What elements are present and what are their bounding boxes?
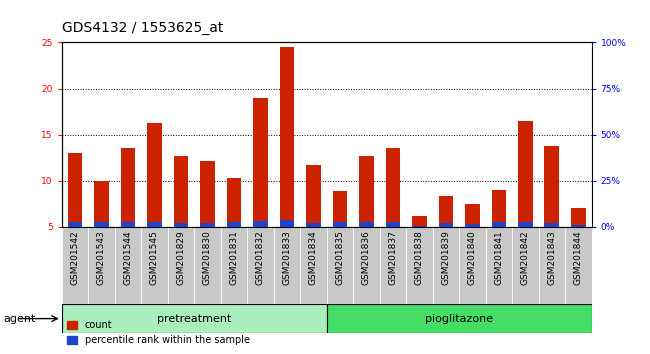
Bar: [465, 224, 480, 227]
Bar: [385, 148, 400, 227]
Bar: [512, 227, 538, 304]
Bar: [62, 304, 326, 333]
Bar: [200, 161, 214, 227]
Bar: [571, 225, 586, 227]
Bar: [486, 227, 512, 304]
Text: GSM201841: GSM201841: [494, 230, 503, 285]
Text: GSM201543: GSM201543: [97, 230, 106, 285]
Text: GSM201544: GSM201544: [124, 230, 133, 285]
Bar: [459, 227, 486, 304]
Text: agent: agent: [3, 314, 36, 324]
Bar: [491, 190, 506, 227]
Text: GSM201830: GSM201830: [203, 230, 212, 285]
Bar: [571, 208, 586, 227]
Text: GSM201835: GSM201835: [335, 230, 345, 285]
Bar: [545, 145, 559, 227]
Text: GSM201829: GSM201829: [176, 230, 185, 285]
Bar: [174, 223, 188, 227]
Bar: [94, 222, 109, 227]
Bar: [518, 121, 532, 227]
Bar: [465, 204, 480, 227]
Bar: [385, 222, 400, 227]
Bar: [115, 227, 141, 304]
Bar: [280, 220, 294, 227]
Text: GSM201838: GSM201838: [415, 230, 424, 285]
Text: GSM201545: GSM201545: [150, 230, 159, 285]
Bar: [306, 223, 320, 227]
Bar: [491, 222, 506, 227]
Bar: [147, 222, 162, 227]
Bar: [412, 216, 426, 227]
Bar: [439, 196, 453, 227]
Bar: [194, 227, 221, 304]
Bar: [227, 178, 241, 227]
Bar: [247, 227, 274, 304]
Text: pretreatment: pretreatment: [157, 314, 231, 324]
Text: GSM201842: GSM201842: [521, 230, 530, 285]
Bar: [306, 165, 320, 227]
Bar: [353, 227, 380, 304]
Bar: [274, 227, 300, 304]
Bar: [253, 221, 268, 227]
Text: GSM201837: GSM201837: [388, 230, 397, 285]
Text: GSM201832: GSM201832: [256, 230, 265, 285]
Bar: [62, 227, 88, 304]
Bar: [168, 227, 194, 304]
Bar: [121, 148, 135, 227]
Bar: [121, 222, 135, 227]
Bar: [300, 227, 327, 304]
Bar: [406, 227, 433, 304]
Bar: [68, 222, 83, 227]
Bar: [359, 156, 374, 227]
Bar: [518, 222, 532, 227]
Text: GSM201840: GSM201840: [468, 230, 477, 285]
Bar: [94, 181, 109, 227]
Bar: [380, 227, 406, 304]
Text: GSM201833: GSM201833: [282, 230, 291, 285]
Bar: [545, 223, 559, 227]
Bar: [221, 227, 247, 304]
Text: GSM201843: GSM201843: [547, 230, 556, 285]
Bar: [200, 223, 214, 227]
Bar: [439, 223, 453, 227]
Bar: [68, 153, 83, 227]
Text: GSM201831: GSM201831: [229, 230, 239, 285]
Text: GSM201844: GSM201844: [574, 230, 583, 285]
Text: GDS4132 / 1553625_at: GDS4132 / 1553625_at: [62, 21, 223, 35]
Bar: [147, 122, 162, 227]
Bar: [174, 156, 188, 227]
Bar: [333, 222, 347, 227]
Text: GSM201542: GSM201542: [70, 230, 79, 285]
Legend: count, percentile rank within the sample: count, percentile rank within the sample: [63, 316, 254, 349]
Bar: [326, 227, 353, 304]
Bar: [333, 191, 347, 227]
Bar: [433, 227, 459, 304]
Text: GSM201836: GSM201836: [362, 230, 371, 285]
Bar: [141, 227, 168, 304]
Text: GSM201839: GSM201839: [441, 230, 450, 285]
Text: GSM201834: GSM201834: [309, 230, 318, 285]
Bar: [280, 47, 294, 227]
Bar: [565, 227, 592, 304]
Bar: [412, 225, 426, 227]
Bar: [359, 222, 374, 227]
Bar: [227, 222, 241, 227]
Bar: [88, 227, 115, 304]
Bar: [538, 227, 565, 304]
Bar: [326, 304, 592, 333]
Text: pioglitazone: pioglitazone: [425, 314, 493, 324]
Bar: [253, 98, 268, 227]
